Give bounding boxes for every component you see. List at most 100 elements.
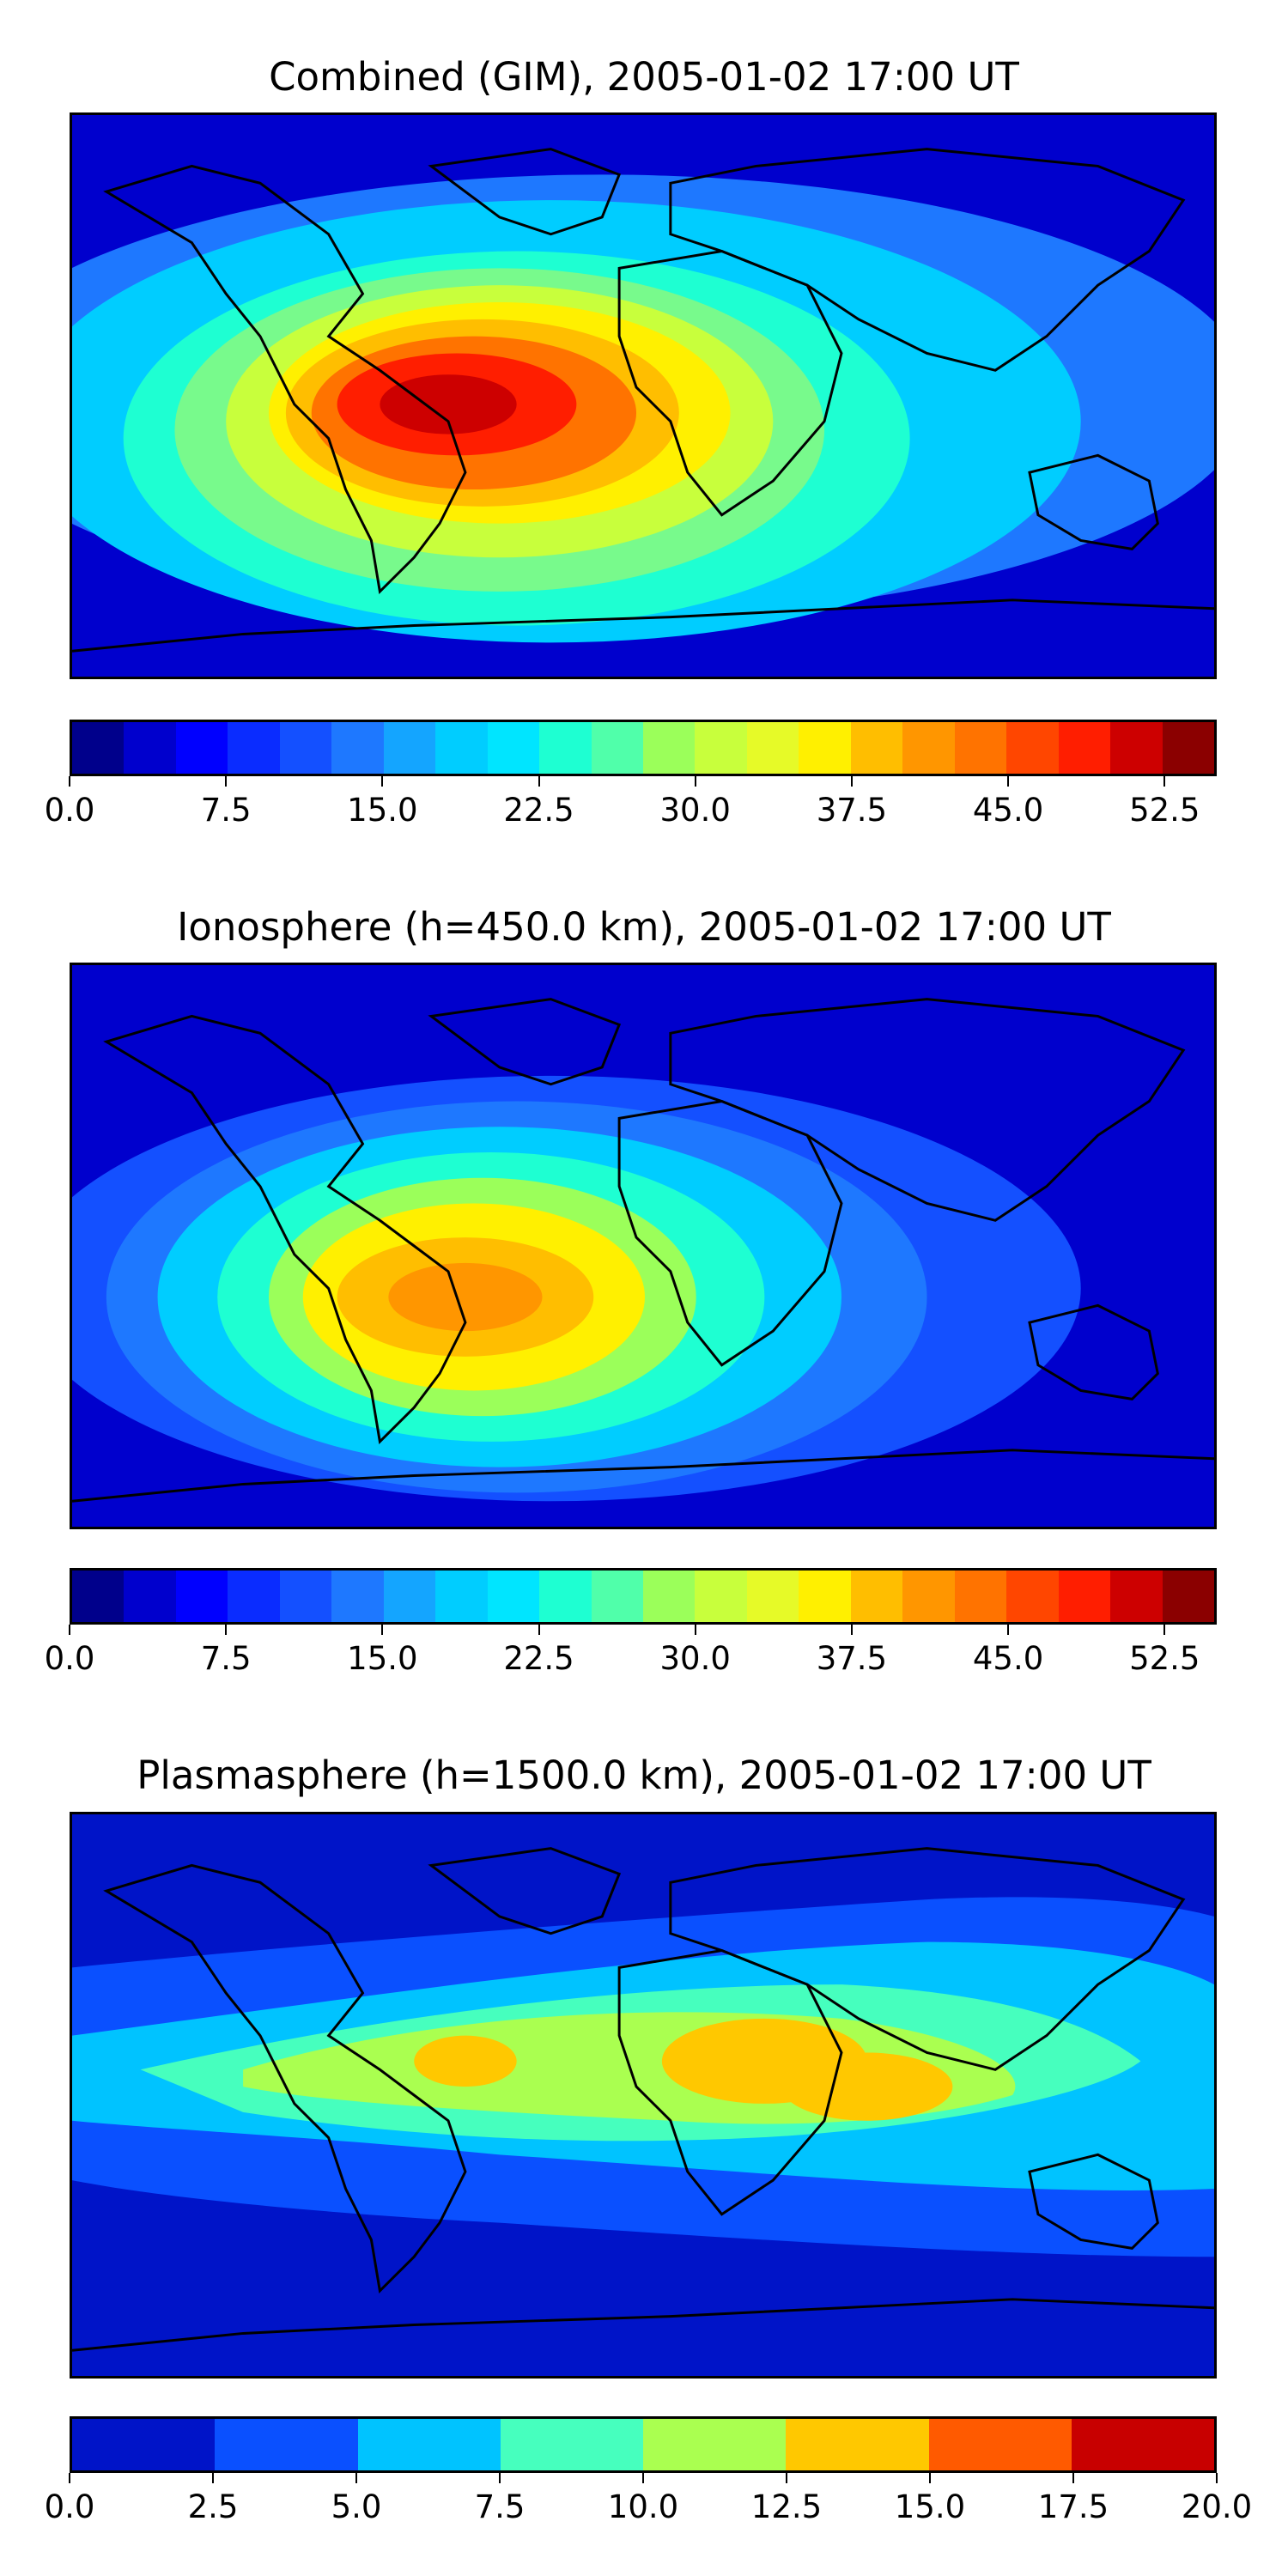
colorbar-segment [383,722,436,774]
colorbar-tick-label: 5.0 [331,2488,382,2525]
map-combined [70,112,1217,679]
colorbar-segment [539,1571,592,1622]
colorbar-segment [642,722,696,774]
colorbar-tick [694,776,696,787]
colorbar-segment [487,1571,540,1622]
colorbar-tick-label: 15.0 [347,792,418,829]
colorbar-segment [124,722,176,774]
colorbar-tick-label: 7.5 [474,2488,526,2525]
panel-title-ionosphere: Ionosphere (h=450.0 km), 2005-01-02 17:0… [177,904,1111,950]
colorbar-segment [746,1571,799,1622]
colorbar-tick [1163,1625,1166,1635]
colorbar-tick [538,1625,540,1635]
colorbar-tick [850,1625,853,1635]
colorbar-tick [499,2473,501,2483]
colorbar-segment [695,1571,747,1622]
colorbar-segment [487,722,540,774]
colorbar-tick [381,1625,384,1635]
colorbar-segment [539,722,592,774]
colorbar-tick [355,2473,357,2483]
colorbar-tick-label: 0.0 [44,2488,95,2525]
colorbar-tick [929,2473,931,2483]
colorbar-segment [228,722,280,774]
colorbar-tick-label: 22.5 [503,1640,574,1677]
map-combined-svg [72,115,1214,677]
map-ionosphere-svg [72,965,1214,1527]
colorbar-tick [1163,776,1166,787]
colorbar-tick-label: 52.5 [1129,1640,1200,1677]
colorbar-tick [212,2473,214,2483]
map-plasmasphere-svg [72,1814,1214,2376]
colorbar-tick-label: 12.5 [750,2488,823,2525]
colorbar-segment [850,1571,903,1622]
colorbar-segment [331,1571,384,1622]
colorbar-tick [1072,2473,1074,2483]
colorbar-tick-label: 10.0 [607,2488,679,2525]
colorbar-tick [69,1625,70,1635]
colorbar-tick [850,776,853,787]
colorbar-segment [1006,1571,1059,1622]
colorbar-tick [642,2473,644,2483]
colorbar-segment [642,1571,696,1622]
colorbar-tick-label: 17.5 [1037,2488,1109,2525]
colorbar-segment [928,2419,1072,2470]
colorbar-tick-label: 37.5 [816,1640,888,1677]
colorbar-segment [175,722,228,774]
colorbar-plasmasphere [70,2416,1217,2473]
colorbar-tick-label: 7.5 [200,792,252,829]
colorbar-tick [69,2473,70,2483]
colorbar-tick-label: 30.0 [659,1640,731,1677]
colorbar-segment [1162,1571,1214,1622]
colorbar-segment [215,2419,358,2470]
coastlines-combined [72,148,1214,653]
colorbar-segment [1110,1571,1163,1622]
colorbar-segment [331,722,384,774]
colorbar-tick [225,1625,228,1635]
colorbar-segment [902,722,955,774]
colorbar-tick [786,2473,787,2483]
colorbar-tick-label: 22.5 [503,792,574,829]
panel-title-plasmasphere: Plasmasphere (h=1500.0 km), 2005-01-02 1… [137,1753,1151,1798]
colorbar-segment [591,722,643,774]
colorbar-segment [228,1571,280,1622]
colorbar-tick [381,776,384,787]
panel-title-combined: Combined (GIM), 2005-01-02 17:00 UT [269,54,1019,100]
colorbar-tick-label: 37.5 [816,792,888,829]
colorbar-segment [72,722,125,774]
colorbar-segment [591,1571,643,1622]
colorbar-combined [70,720,1217,776]
colorbar-tick-label: 15.0 [347,1640,418,1677]
colorbar-segment [799,722,851,774]
map-plasmasphere [70,1812,1217,2379]
colorbar-tick [69,776,70,787]
colorbar-tick-label: 45.0 [972,1640,1044,1677]
colorbar-tick-label: 45.0 [972,792,1044,829]
colorbar-tick [1007,1625,1010,1635]
colorbar-tick [694,1625,696,1635]
colorbar-segment [1058,722,1111,774]
colorbar-tick-label: 2.5 [187,2488,239,2525]
colorbar-tick-label: 7.5 [200,1640,252,1677]
colorbar-segment [902,1571,955,1622]
colorbar-segment [72,1571,125,1622]
colorbar-ionosphere [70,1568,1217,1625]
contour-fill-combined [72,115,1214,677]
colorbar-segment [279,722,332,774]
colorbar-segment [1058,1571,1111,1622]
coastlines-ionosphere [72,998,1214,1503]
colorbar-segment [954,1571,1007,1622]
colorbar-tick [1007,776,1010,787]
colorbar-tick [225,776,228,787]
map-ionosphere [70,963,1217,1529]
colorbar-segment [279,1571,332,1622]
colorbar-segment [72,2419,216,2470]
colorbar-segment [695,722,747,774]
colorbar-segment [954,722,1007,774]
colorbar-tick-label: 15.0 [894,2488,966,2525]
colorbar-segment [746,722,799,774]
colorbar-segment [435,722,488,774]
colorbar-segment [435,1571,488,1622]
colorbar-tick [1216,2473,1218,2483]
colorbar-tick-label: 0.0 [44,1640,95,1677]
colorbar-tick-label: 30.0 [659,792,731,829]
